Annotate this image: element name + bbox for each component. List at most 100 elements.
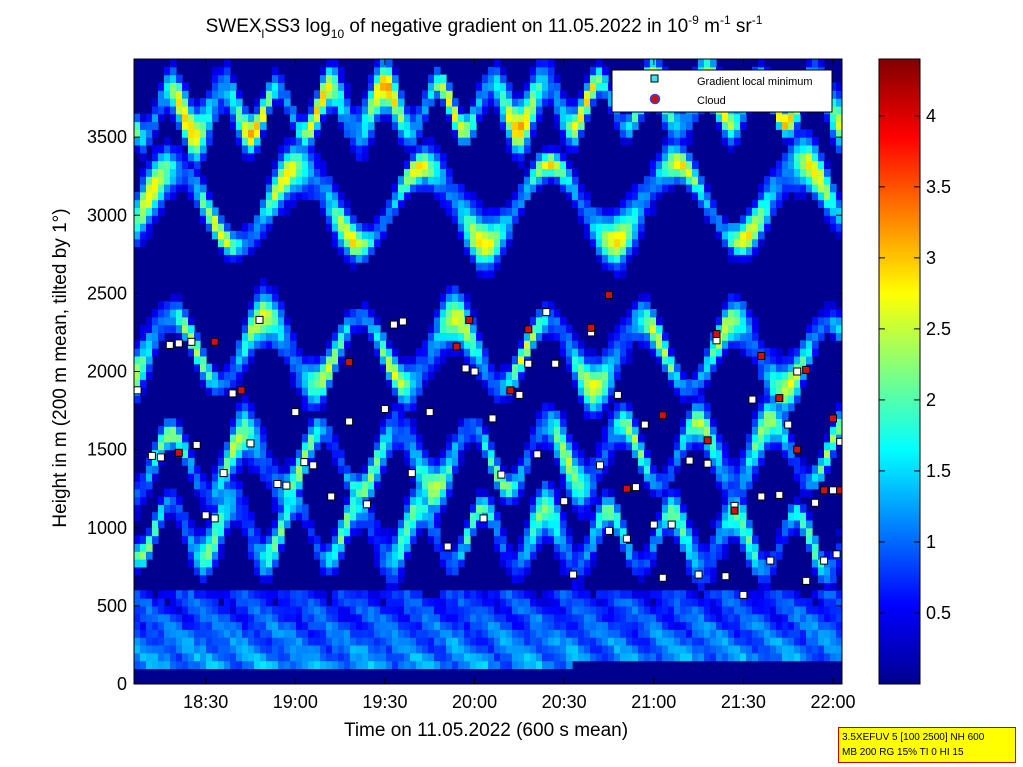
heatmap-cell xyxy=(476,605,483,615)
heatmap-cell xyxy=(218,473,225,482)
heatmap-cell xyxy=(242,504,249,513)
heatmap-cell xyxy=(644,176,651,185)
heatmap-cell xyxy=(596,402,603,412)
heatmap-cell xyxy=(194,598,201,607)
heatmap-cell xyxy=(434,629,441,638)
heatmap-cell xyxy=(566,590,573,599)
heatmap-cell xyxy=(506,551,513,560)
heatmap-cell xyxy=(614,402,621,412)
heatmap-cell xyxy=(266,629,273,638)
heatmap-cell xyxy=(620,605,627,615)
heatmap-cell xyxy=(566,176,573,185)
heatmap-cell xyxy=(470,527,477,537)
heatmap-cell xyxy=(794,144,801,154)
heatmap-cell xyxy=(500,652,507,662)
heatmap-cell xyxy=(752,644,759,654)
heatmap-cell xyxy=(806,598,813,607)
heatmap-cell xyxy=(440,332,447,341)
heatmap-cell xyxy=(458,215,465,224)
heatmap-cell xyxy=(752,473,759,482)
heatmap-cell xyxy=(206,605,213,615)
heatmap-cell xyxy=(566,629,573,638)
heatmap-cell xyxy=(152,637,159,646)
cloud-marker xyxy=(465,315,474,324)
heatmap-cell xyxy=(434,74,441,84)
heatmap-cell xyxy=(140,340,147,349)
heatmap-cell xyxy=(626,652,633,662)
heatmap-cell xyxy=(338,644,345,654)
heatmap-cell xyxy=(446,590,453,599)
heatmap-cell xyxy=(758,559,765,568)
heatmap-cell xyxy=(746,324,753,334)
heatmap-cell xyxy=(752,215,759,224)
heatmap-cell xyxy=(518,355,525,365)
colorbar-tick-label: 1.5 xyxy=(926,461,951,481)
heatmap-cell xyxy=(482,644,489,654)
heatmap-cell xyxy=(812,566,819,576)
heatmap-cell xyxy=(482,230,489,240)
heatmap-cell xyxy=(824,598,831,607)
heatmap-cell xyxy=(176,316,183,326)
heatmap-cell xyxy=(698,184,705,193)
heatmap-cell xyxy=(584,613,591,623)
heatmap-cell xyxy=(812,473,819,482)
heatmap-cell xyxy=(452,465,459,474)
heatmap-cell xyxy=(800,152,807,162)
heatmap-cell xyxy=(392,191,399,201)
heatmap-cell xyxy=(242,402,249,412)
heatmap-cell xyxy=(410,449,417,459)
gradient-minimum-marker xyxy=(156,453,165,462)
heatmap-cell xyxy=(188,629,195,638)
heatmap-cell xyxy=(740,613,747,623)
heatmap-cell xyxy=(242,637,249,646)
heatmap-cell xyxy=(332,605,339,615)
heatmap-cell xyxy=(752,223,759,232)
heatmap-cell xyxy=(650,488,657,498)
heatmap-cell xyxy=(158,168,165,177)
heatmap-cell xyxy=(530,652,537,662)
heatmap-cell xyxy=(320,660,327,670)
heatmap-cell xyxy=(356,129,363,138)
heatmap-cell xyxy=(410,402,417,412)
heatmap-cell xyxy=(374,660,381,670)
heatmap-cell xyxy=(356,113,363,123)
heatmap-cell xyxy=(152,168,159,177)
heatmap-cell xyxy=(218,535,225,545)
heatmap-cell xyxy=(830,301,837,310)
heatmap-cell xyxy=(494,371,501,380)
heatmap-cell xyxy=(158,660,165,670)
heatmap-cell xyxy=(224,246,231,255)
heatmap-cell xyxy=(266,613,273,623)
heatmap-cell xyxy=(242,144,249,154)
heatmap-cell xyxy=(188,98,195,107)
heatmap-cell xyxy=(362,480,369,490)
heatmap-cell xyxy=(446,480,453,490)
heatmap-cell xyxy=(782,160,789,170)
heatmap-cell xyxy=(662,348,669,357)
heatmap-cell xyxy=(554,551,561,560)
heatmap-cell xyxy=(548,527,555,537)
heatmap-cell xyxy=(140,387,147,396)
heatmap-cell xyxy=(680,598,687,607)
heatmap-cell xyxy=(662,629,669,638)
heatmap-cell xyxy=(332,74,339,84)
heatmap-cell xyxy=(530,74,537,84)
heatmap-cell xyxy=(836,613,842,623)
heatmap-cell xyxy=(674,121,681,130)
heatmap-cell xyxy=(326,66,333,76)
heatmap-cell xyxy=(380,441,387,451)
heatmap-cell xyxy=(356,137,363,146)
heatmap-cell xyxy=(488,660,495,670)
heatmap-cell xyxy=(212,113,219,123)
heatmap-cell xyxy=(218,488,225,498)
heatmap-cell xyxy=(740,316,747,326)
heatmap-cell xyxy=(728,121,735,130)
cloud-marker xyxy=(658,411,667,420)
heatmap-cell xyxy=(434,535,441,545)
heatmap-cell xyxy=(740,652,747,662)
heatmap-cell xyxy=(614,629,621,638)
heatmap-cell xyxy=(794,496,801,505)
heatmap-cell xyxy=(176,144,183,154)
heatmap-cell xyxy=(722,457,729,466)
heatmap-cell xyxy=(812,191,819,201)
